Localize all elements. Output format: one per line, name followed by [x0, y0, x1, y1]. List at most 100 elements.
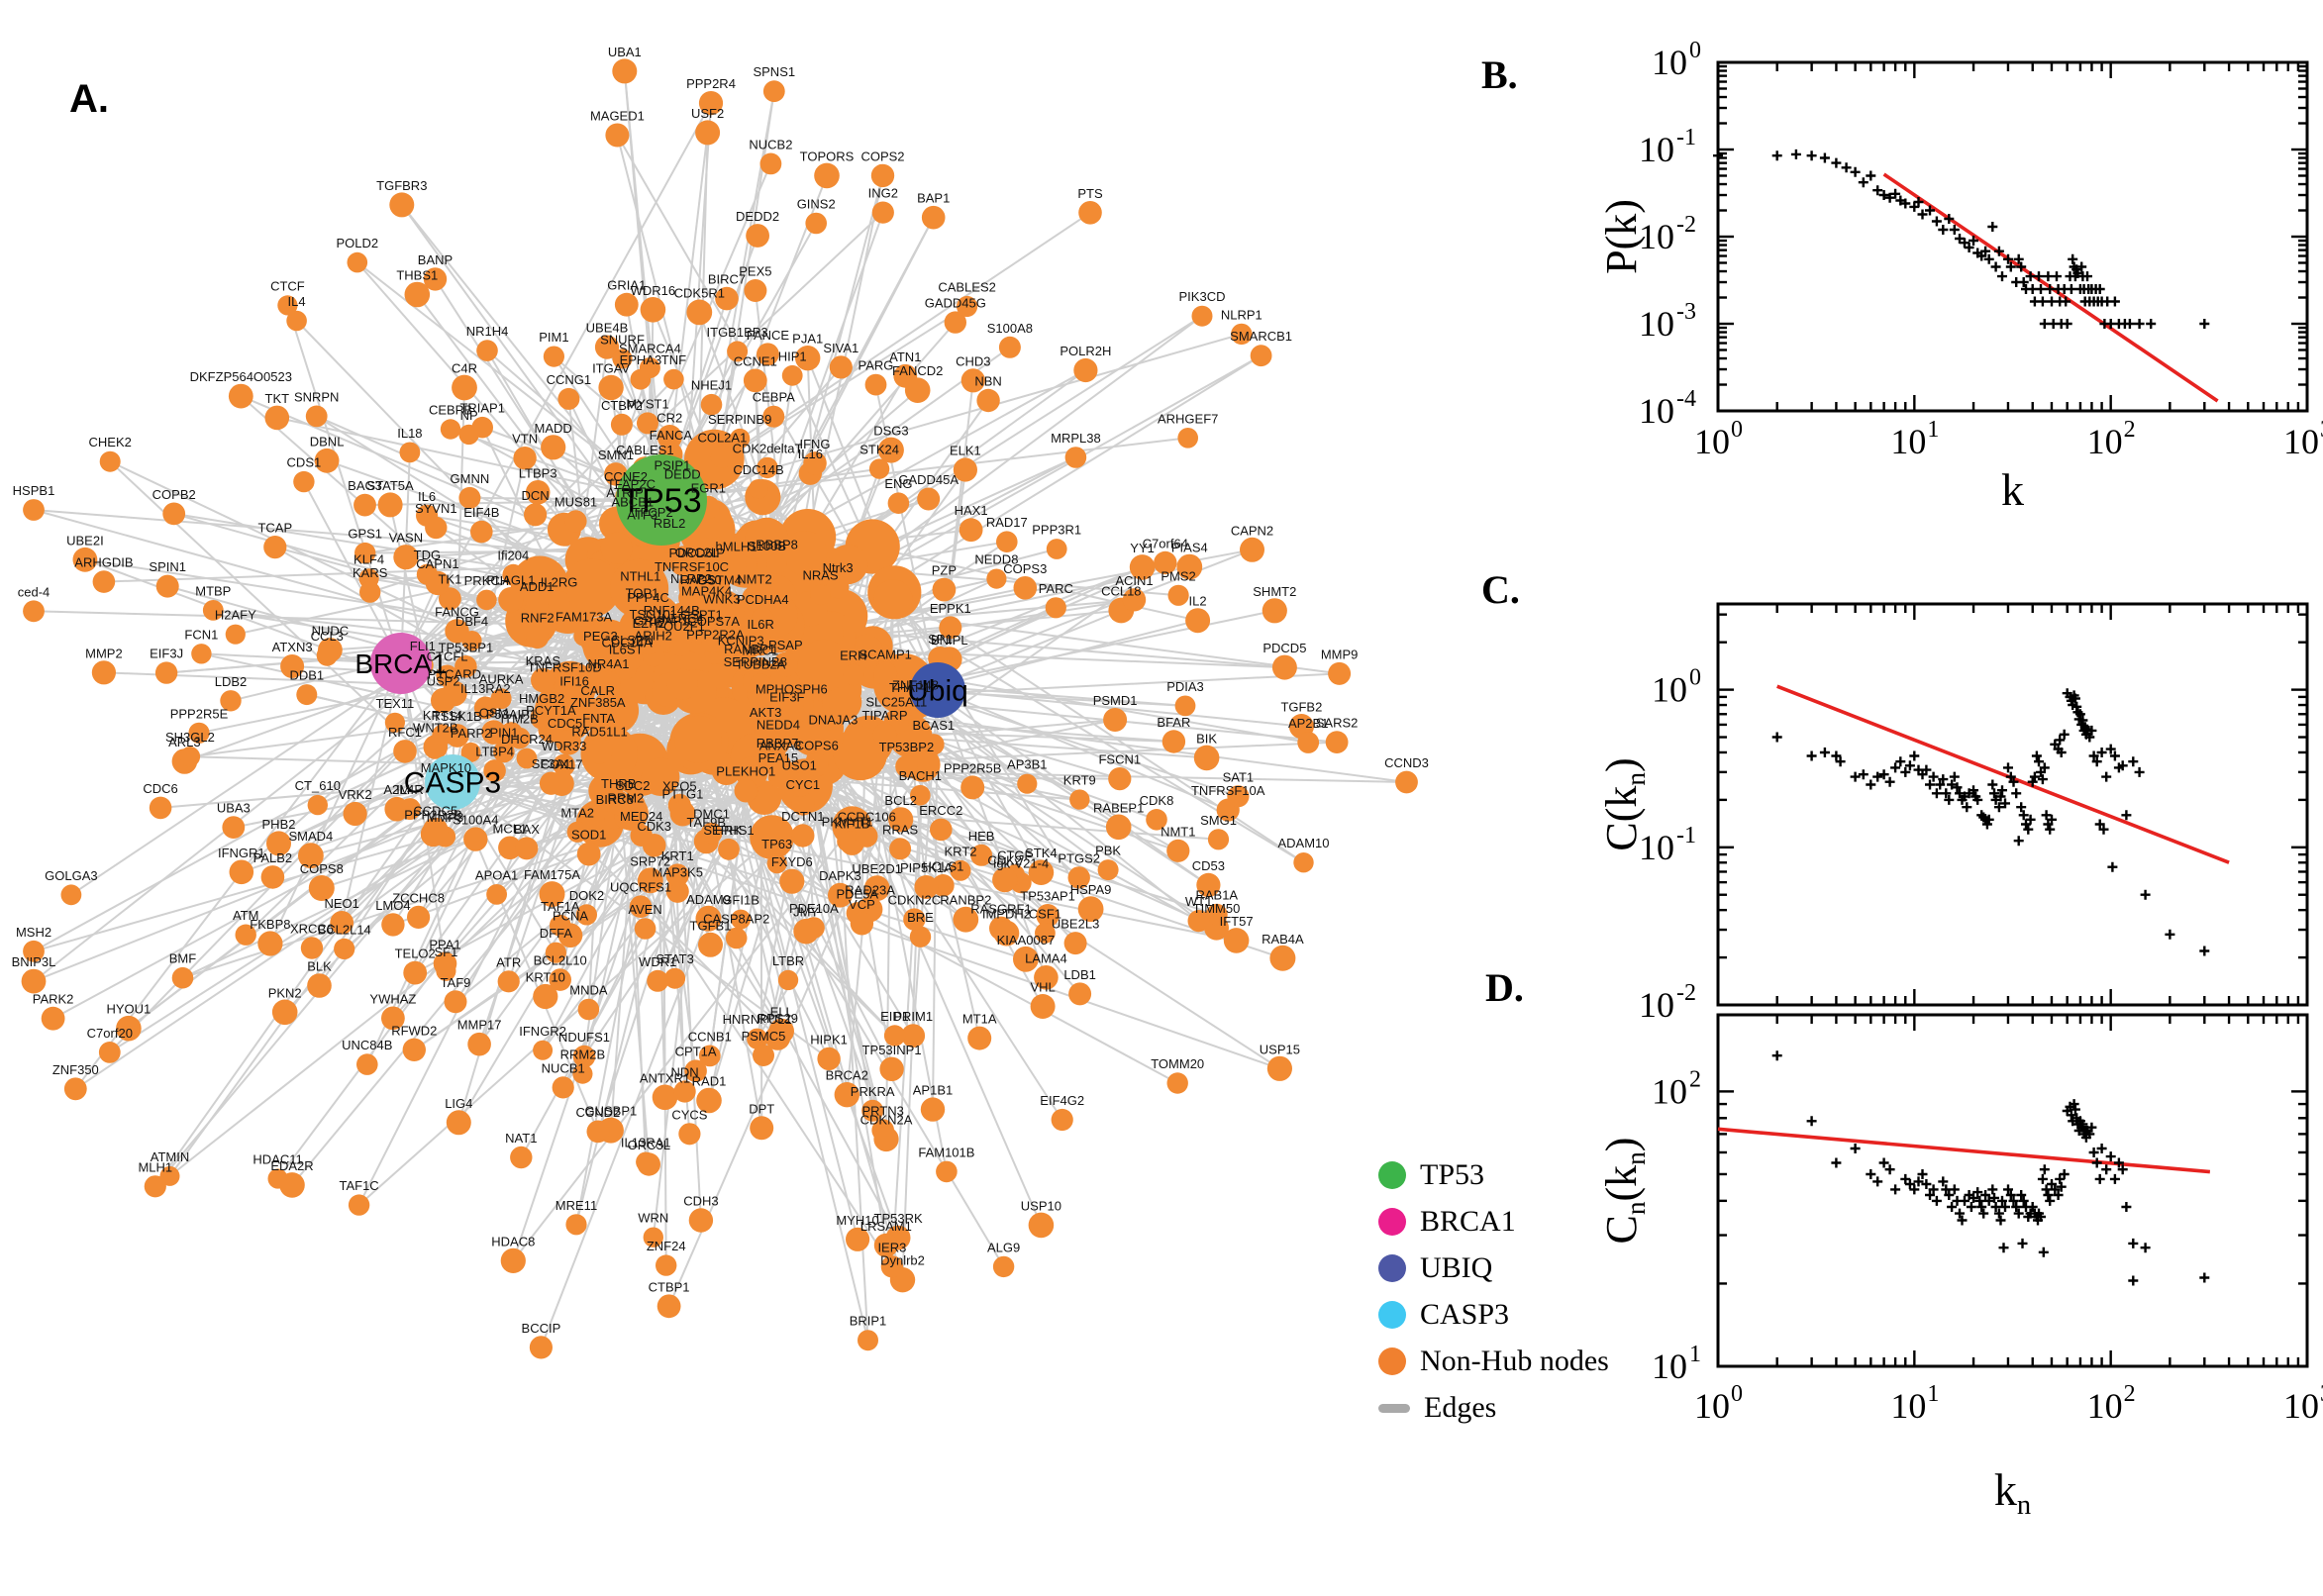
node-label: Ntrk3: [823, 560, 854, 575]
non-hub-node: [343, 801, 367, 827]
node-label: CTBP1: [649, 1279, 690, 1294]
node-label: ELL: [770, 1005, 793, 1020]
non-hub-node: [779, 868, 805, 894]
non-hub-node: [499, 722, 524, 746]
non-hub-node: [700, 822, 723, 845]
non-hub-node: [490, 688, 512, 710]
non-hub-node: [23, 940, 45, 962]
non-hub-node: [347, 251, 368, 273]
node-label: USP15: [1260, 1042, 1300, 1056]
non-hub-node: [868, 458, 890, 479]
non-hub-node: [883, 1025, 906, 1047]
legend-label: TP53: [1420, 1158, 1485, 1191]
node-label: UNC84B: [342, 1038, 392, 1052]
non-hub-node: [1227, 785, 1250, 808]
non-hub-node: [585, 698, 610, 722]
node-label: CTCFL: [427, 649, 468, 664]
node-label: UBE2L3: [1052, 917, 1099, 932]
non-hub-node: [669, 800, 696, 827]
non-hub-node: [768, 1018, 794, 1045]
node-label: NR4A1: [588, 656, 630, 671]
non-hub-node: [440, 419, 461, 440]
node-label: NHEJ1: [691, 378, 732, 393]
non-hub-node: [286, 310, 307, 332]
non-hub-node: [354, 542, 376, 564]
node-label: ADD1: [520, 579, 555, 594]
non-hub-node: [695, 120, 721, 146]
node-label: BAG3: [348, 478, 382, 493]
node-label: ABCB1: [611, 495, 654, 510]
node-label: ATN1: [889, 349, 921, 364]
non-hub-node: [541, 435, 566, 460]
node-label: TKT: [265, 391, 290, 406]
node-label: SMARCA4: [619, 342, 681, 356]
svg-text:10: 10: [2087, 1386, 2123, 1426]
non-hub-node: [191, 644, 212, 664]
node-label: FLI1: [410, 639, 436, 653]
non-hub-node: [300, 937, 324, 959]
node-label: CLSPN: [611, 633, 654, 648]
node-label: IL6ST: [609, 643, 644, 657]
hub-label-brca1: BRCA1: [354, 648, 447, 679]
non-hub-node: [515, 837, 539, 860]
non-hub-node: [516, 748, 538, 769]
node-label: KRT14: [423, 708, 462, 723]
non-hub-node: [423, 267, 448, 291]
non-hub-node: [637, 412, 658, 435]
node-label: TGFB1: [690, 918, 732, 933]
node-label: TSSK1B: [433, 709, 482, 724]
non-hub-node: [762, 405, 785, 428]
non-hub-node: [334, 938, 355, 960]
non-hub-node: [805, 212, 827, 235]
node-label: CDC6: [143, 781, 177, 796]
non-hub-node: [524, 503, 548, 527]
node-label: MRC1: [742, 644, 778, 658]
node-label: BAP1: [917, 191, 950, 206]
node-label: ORC2L: [675, 546, 718, 560]
non-hub-node: [529, 1336, 554, 1359]
node-label: MED24: [620, 809, 662, 824]
node-label: IL4: [288, 294, 306, 309]
non-hub-node: [1205, 903, 1228, 926]
non-hub-node: [630, 824, 653, 847]
legend-label: BRCA1: [1420, 1205, 1516, 1238]
non-hub-node: [960, 368, 985, 393]
non-hub-node: [549, 770, 574, 797]
non-hub-node: [330, 911, 354, 935]
non-hub-node: [665, 863, 689, 887]
node-label: CEBPA: [753, 390, 795, 405]
node-label: PCYT1A: [526, 703, 576, 718]
node-label: POLR2H: [1060, 344, 1111, 358]
svg-text:-1: -1: [1676, 823, 1696, 848]
node-label: ATM: [233, 908, 258, 923]
svg-text:0: 0: [1731, 1381, 1743, 1407]
node-label: EZH2: [633, 616, 665, 631]
non-hub-node: [621, 648, 644, 670]
non-hub-node: [652, 1084, 678, 1111]
node-label: IFNGR1: [218, 846, 265, 860]
svg-text:2: 2: [1689, 1066, 1701, 1092]
node-label: ANTXR1: [640, 1070, 690, 1085]
non-hub-node: [757, 343, 779, 366]
non-hub-node: [793, 918, 819, 945]
node-label: MMP2: [85, 646, 123, 660]
node-label: Dynlrb2: [880, 1253, 925, 1268]
non-hub-node: [423, 817, 449, 844]
non-hub-node: [228, 383, 253, 409]
node-label: ORC3L: [628, 1138, 670, 1152]
node-label: PLAGL1: [486, 573, 535, 588]
hub-label-ubiq: Ubiq: [907, 675, 968, 708]
non-hub-node: [695, 905, 722, 932]
node-label: CCNB1: [688, 1029, 732, 1044]
non-hub-node: [356, 1053, 378, 1075]
non-hub-node: [1028, 1212, 1055, 1239]
non-hub-node: [1129, 554, 1156, 580]
non-hub-node: [960, 775, 985, 800]
legend-label: UBIQ: [1420, 1251, 1493, 1284]
non-hub-node: [910, 784, 931, 806]
node-label: PJA1: [792, 332, 823, 347]
node-label: COPB2: [152, 487, 196, 502]
non-hub-node: [155, 574, 179, 598]
node-label: AKT3: [750, 705, 782, 720]
